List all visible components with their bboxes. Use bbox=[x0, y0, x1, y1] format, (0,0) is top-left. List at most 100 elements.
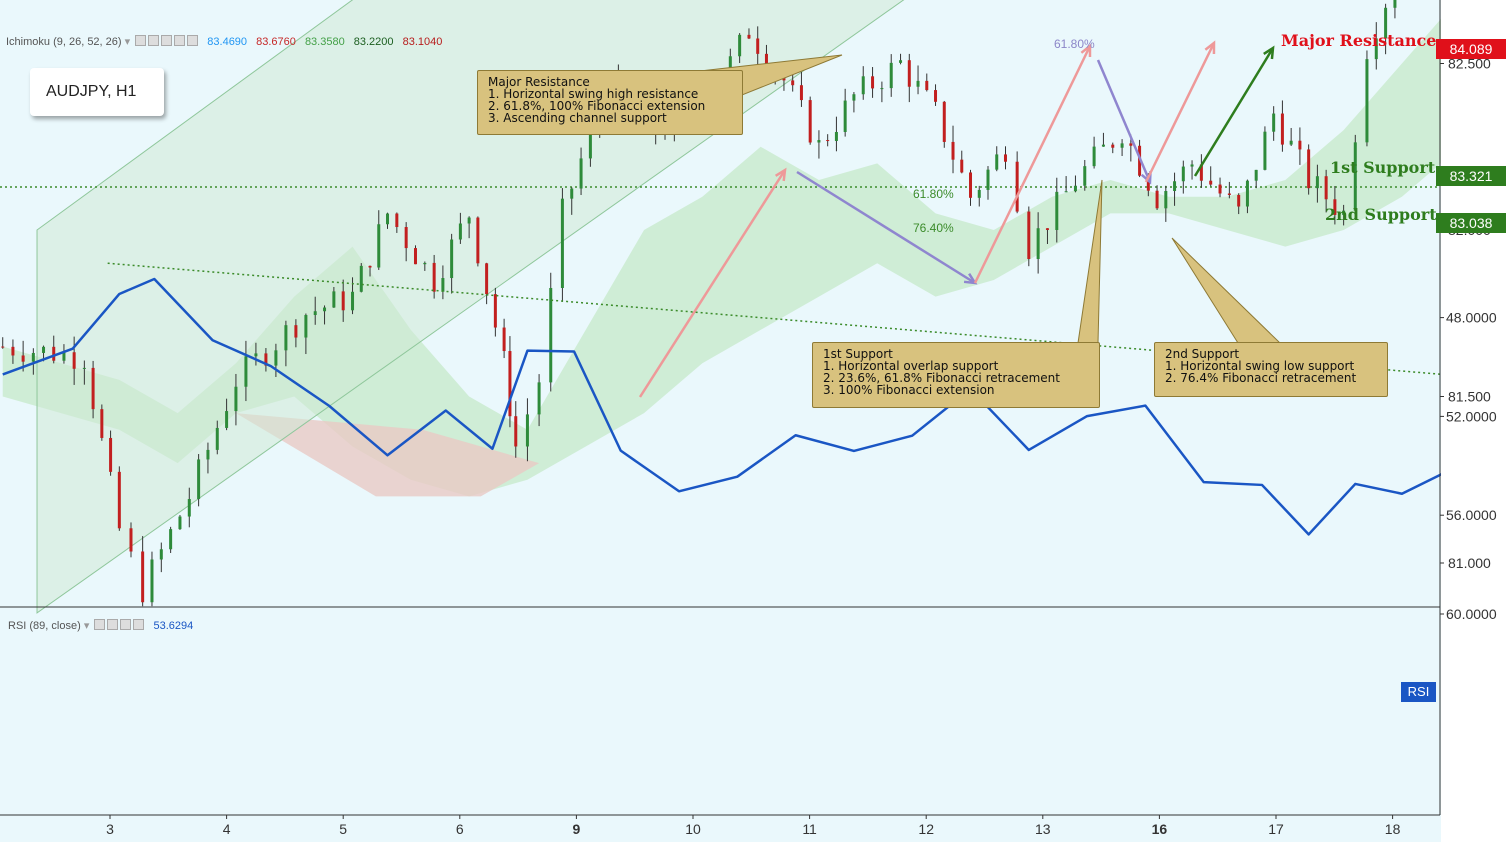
time-tick-label: 3 bbox=[106, 821, 114, 837]
candle-down bbox=[1015, 161, 1019, 212]
candle-down bbox=[52, 346, 56, 361]
settings-icon[interactable] bbox=[107, 619, 119, 630]
candle-up bbox=[1245, 180, 1249, 207]
candle-up bbox=[1289, 140, 1293, 145]
candle-up bbox=[1393, 0, 1397, 8]
candle-up bbox=[1083, 166, 1087, 186]
candle-down bbox=[960, 159, 964, 173]
candle-up bbox=[169, 529, 173, 550]
indicator-value-5: 83.1040 bbox=[402, 36, 443, 48]
time-tick-label: 11 bbox=[802, 821, 817, 837]
candle-down bbox=[493, 294, 497, 328]
candle-down bbox=[1280, 113, 1284, 145]
candle-down bbox=[1027, 211, 1031, 259]
note-first-support[interactable]: 1st Support 1. Horizontal overlap suppor… bbox=[812, 342, 1100, 408]
candle-down bbox=[1218, 184, 1222, 194]
candle-down bbox=[808, 100, 812, 143]
close-icon[interactable] bbox=[133, 619, 145, 630]
candle-up bbox=[1254, 169, 1258, 181]
candle-up bbox=[995, 154, 999, 170]
candle-up bbox=[254, 353, 258, 357]
candle-up bbox=[42, 346, 46, 353]
candle-down bbox=[951, 141, 955, 160]
format-icon[interactable] bbox=[161, 35, 173, 46]
candle-up bbox=[1055, 191, 1059, 230]
eye-icon[interactable] bbox=[135, 35, 147, 46]
candle-up bbox=[986, 169, 990, 190]
dropdown-icon[interactable]: ▾ bbox=[83, 620, 90, 632]
candle-down bbox=[1333, 199, 1337, 215]
candle-down bbox=[1045, 228, 1049, 230]
candle-down bbox=[432, 262, 436, 292]
candle-up bbox=[441, 278, 445, 292]
candle-up bbox=[525, 414, 529, 447]
candle-up bbox=[31, 352, 35, 362]
candle-up bbox=[1342, 210, 1346, 215]
settings-icon[interactable] bbox=[148, 35, 160, 46]
time-tick-label: 12 bbox=[918, 821, 934, 837]
candle-up bbox=[458, 223, 462, 240]
candle-up bbox=[1173, 181, 1177, 191]
candle-up bbox=[159, 549, 163, 560]
candle-down bbox=[1324, 176, 1328, 200]
price-axis-bg bbox=[1441, 0, 1510, 842]
candle-down bbox=[117, 471, 121, 529]
candle-down bbox=[264, 353, 268, 366]
candle-down bbox=[141, 551, 145, 603]
candle-down bbox=[942, 101, 946, 142]
channel-band bbox=[36, 0, 905, 614]
candle-up bbox=[1120, 143, 1124, 148]
close-icon[interactable] bbox=[187, 35, 199, 46]
candle-down bbox=[341, 291, 345, 311]
candle-up bbox=[377, 224, 381, 268]
candle-up bbox=[1263, 131, 1267, 170]
note-line: 3. Ascending channel support bbox=[488, 111, 667, 125]
time-tick-label: 9 bbox=[573, 821, 581, 837]
eye-icon[interactable] bbox=[94, 619, 106, 630]
price-tick-label: 82.500 bbox=[1448, 56, 1491, 72]
add-icon[interactable] bbox=[174, 35, 186, 46]
rsi-line bbox=[2, 277, 1510, 536]
candle-down bbox=[826, 140, 830, 142]
time-tick-label: 13 bbox=[1035, 821, 1051, 837]
candle-down bbox=[294, 325, 298, 338]
note-line: 2. 61.8%, 100% Fibonacci extension bbox=[488, 99, 706, 113]
note-major-resistance[interactable]: Major Resistance 1. Horizontal swing hig… bbox=[477, 70, 743, 135]
candle-down bbox=[1298, 140, 1302, 150]
candle-down bbox=[764, 53, 768, 70]
price-tick-label: 81.000 bbox=[1448, 555, 1491, 571]
symbol-label: AUDJPY, H1 bbox=[30, 68, 164, 116]
candle-down bbox=[109, 437, 113, 472]
candle-up bbox=[215, 427, 219, 450]
note-second-support[interactable]: 2nd Support 1. Horizontal swing low supp… bbox=[1154, 342, 1388, 397]
candle-down bbox=[1138, 145, 1142, 176]
dropdown-icon[interactable]: ▾ bbox=[124, 36, 131, 48]
candle-down bbox=[1237, 194, 1241, 207]
candle-down bbox=[1003, 154, 1007, 162]
fib-arrow-down-1 bbox=[796, 170, 976, 285]
candle-down bbox=[791, 80, 795, 86]
rsi-badge: RSI bbox=[1401, 682, 1436, 702]
candle-down bbox=[72, 352, 76, 369]
fib-arrow-up-3 bbox=[1144, 42, 1216, 183]
candle-up bbox=[351, 291, 355, 311]
candle-down bbox=[1129, 143, 1133, 146]
rsi-tick-label: 52.0000 bbox=[1446, 408, 1497, 424]
candle-down bbox=[756, 38, 760, 54]
candle-down bbox=[1307, 149, 1311, 189]
candle-up bbox=[187, 499, 191, 517]
fib-arrow-up-2-head bbox=[1080, 43, 1092, 58]
indicator-name[interactable]: Ichimoku (9, 26, 52, 26) bbox=[6, 36, 122, 48]
indicator-value-4: 83.2200 bbox=[353, 36, 394, 48]
rsi-indicator-name[interactable]: RSI (89, close) bbox=[8, 620, 81, 632]
add-icon[interactable] bbox=[120, 619, 132, 630]
candle-down bbox=[799, 85, 803, 101]
candle-down bbox=[1, 346, 5, 348]
candle-down bbox=[100, 409, 104, 438]
fib-arrow-up-2 bbox=[973, 45, 1092, 284]
note-line: 2. 23.6%, 61.8% Fibonacci retracement bbox=[823, 371, 1060, 385]
candle-up bbox=[225, 411, 229, 428]
projection-arrow-head bbox=[1263, 45, 1275, 60]
candle-up bbox=[560, 198, 564, 288]
